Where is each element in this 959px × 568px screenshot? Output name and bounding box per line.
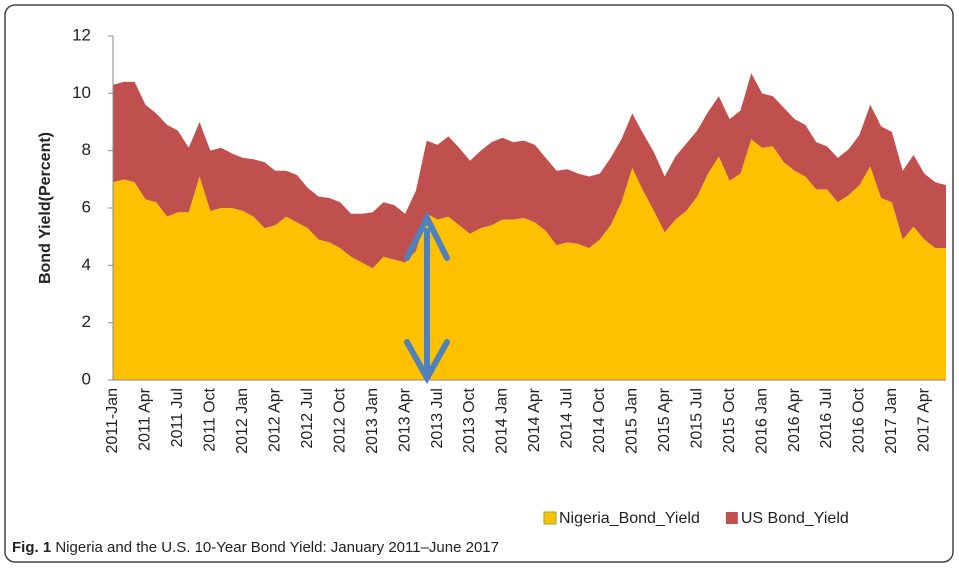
legend-swatch [543,511,557,525]
x-tick-label: 2013 Apr [396,387,413,452]
y-tick-label: 10 [72,83,91,102]
y-axis-label: Bond Yield(Percent) [37,132,54,284]
y-tick-label: 8 [82,140,91,159]
x-tick-label: 2014 Jan [494,388,511,454]
x-tick-label: 2013 Oct [461,387,478,452]
legend-label: Nigeria_Bond_Yield [559,510,700,527]
x-tick-label: 2011 Apr [137,387,154,451]
x-tick-label: 2014 Oct [591,387,608,452]
x-tick-label: 2011-Jan [104,388,121,454]
x-tick-label: 2013 Jul [429,388,446,449]
x-tick-label: 2016 Jan [753,388,770,454]
x-tick-label: 2011 Oct [202,387,219,451]
x-tick-label: 2015 Jul [688,388,705,449]
x-tick-label: 2014 Apr [526,387,543,452]
x-tick-label: 2017 Apr [916,387,933,452]
x-tick-label: 2014 Jul [559,388,576,449]
area [113,73,946,269]
x-tick-label: 2015 Apr [656,387,673,452]
annotation-arrow [404,211,450,385]
x-tick-label: 2012 Apr [266,387,283,452]
x-tick-label: 2012 Jan [234,388,251,454]
x-tick-label: 2011 Jul [169,388,186,447]
area [113,139,946,380]
arrow-head [404,339,450,385]
x-tick-label: 2016 Oct [851,387,868,452]
x-tick-label: 2015 Jan [623,388,640,454]
x-tick-label: 2016 Apr [786,387,803,452]
y-tick-label: 2 [82,312,91,331]
plot-area: 0 2 4 6 8 10 12 2011-Jan 2011 Apr 2011 Jul 2011 Oc… [72,25,946,527]
x-tick-label: 2012 Jul [299,388,316,449]
x-tick-label: 2015 Oct [721,387,738,452]
y-tick-label: 0 [82,369,91,388]
legend-swatch [725,512,738,524]
caption: Fig. 1 Nigeria and the U.S. 10-Year Bond… [12,539,499,556]
caption-label: Fig. 1 [12,539,51,556]
x-tick-label: 2012 Oct [331,387,348,452]
x-tick-label: 2017 Jan [883,388,900,454]
y-tick-label: 6 [82,197,91,216]
y-tick-label: 12 [72,25,91,44]
caption-text: Nigeria and the U.S. 10-Year Bond Yield:… [55,539,499,556]
arrow-head [404,211,450,261]
x-tick-label: 2016 Jul [818,388,835,449]
y-tick-label: 4 [82,255,91,274]
x-tick-label: 2013 Jan [364,388,381,454]
legend-label: US Bond_Yield [741,510,849,527]
